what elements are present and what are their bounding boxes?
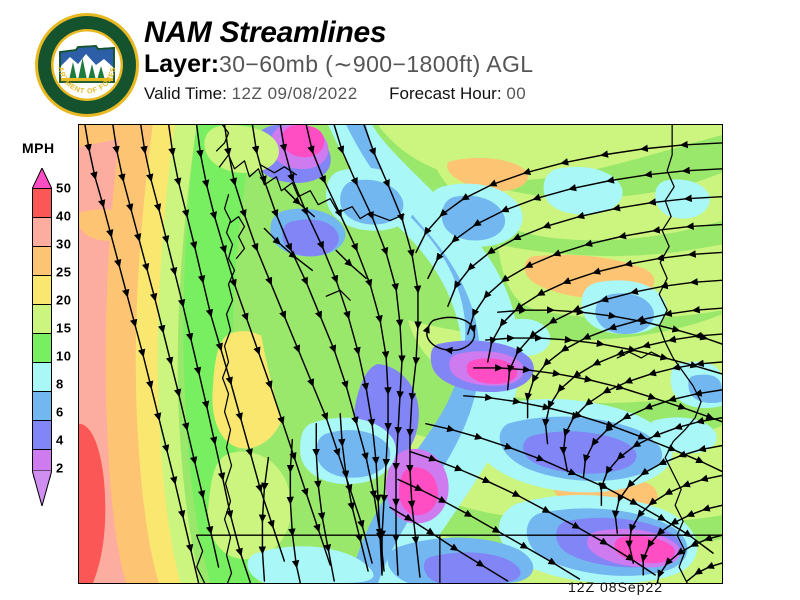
- layer-value: 30−60mb (∼900−1800ft) AGL: [219, 51, 534, 77]
- colorbar-units-label: MPH: [22, 140, 55, 156]
- streamlines: [84, 125, 722, 583]
- wind-speed-colorbar: MPH 50 40 30 25 20 15 10 8 6 4 2: [10, 140, 76, 510]
- forecast-hour-label: Forecast Hour:: [389, 84, 502, 103]
- header: OREGON DEPARTMENT OF FORESTRY NAM Stream…: [0, 0, 800, 120]
- colorbar-band-15: [33, 334, 51, 363]
- colorbar-tick-2: 2: [56, 460, 64, 476]
- colorbar-band-50: [33, 189, 51, 218]
- map-timestamp: 12Z 08Sep22: [568, 579, 664, 595]
- layer-line: Layer:30−60mb (∼900−1800ft) AGL: [144, 49, 533, 83]
- valid-time-value: 12Z 09/08/2022: [231, 84, 358, 103]
- oregon-department-of-forestry-seal-icon: OREGON DEPARTMENT OF FORESTRY: [34, 12, 139, 117]
- valid-time-label: Valid Time:: [144, 84, 227, 103]
- title-block: NAM Streamlines Layer:30−60mb (∼900−1800…: [144, 16, 533, 105]
- valid-time-line: Valid Time: 12Z 09/08/2022 Forecast Hour…: [144, 83, 533, 105]
- layer-label: Layer:: [144, 50, 220, 78]
- colorbar-body: 50 40 30 25 20 15 10 8 6 4 2: [32, 168, 76, 508]
- seal-top-text: OREGON: [34, 12, 86, 15]
- colorbar-tick-40: 40: [56, 208, 72, 224]
- nam-streamline-map[interactable]: [78, 124, 723, 584]
- colorbar-tick-25: 25: [56, 264, 72, 280]
- colorbar-tick-8: 8: [56, 376, 64, 392]
- colorbar-tick-20: 20: [56, 292, 72, 308]
- colorbar-tick-4: 4: [56, 432, 64, 448]
- colorbar-band-30: [33, 247, 51, 276]
- colorbar-tick-50: 50: [56, 180, 72, 196]
- colorbar-band-10: [33, 363, 51, 392]
- colorbar-tick-15: 15: [56, 320, 72, 336]
- colorbar-under-range-cap: [32, 470, 52, 506]
- colorbar-tick-6: 6: [56, 404, 64, 420]
- colorbar-band-20: [33, 305, 51, 334]
- colorbar-tick-10: 10: [56, 348, 72, 364]
- page-title: NAM Streamlines: [144, 16, 387, 49]
- colorbar-bands: [32, 188, 52, 478]
- colorbar-band-40: [33, 218, 51, 247]
- colorbar-band-6: [33, 421, 51, 450]
- map-canvas: [79, 125, 722, 583]
- colorbar-over-range-cap: [32, 168, 52, 189]
- colorbar-band-8: [33, 392, 51, 421]
- forecast-hour-value: 00: [506, 84, 527, 103]
- colorbar-band-25: [33, 276, 51, 305]
- colorbar-tick-30: 30: [56, 236, 72, 252]
